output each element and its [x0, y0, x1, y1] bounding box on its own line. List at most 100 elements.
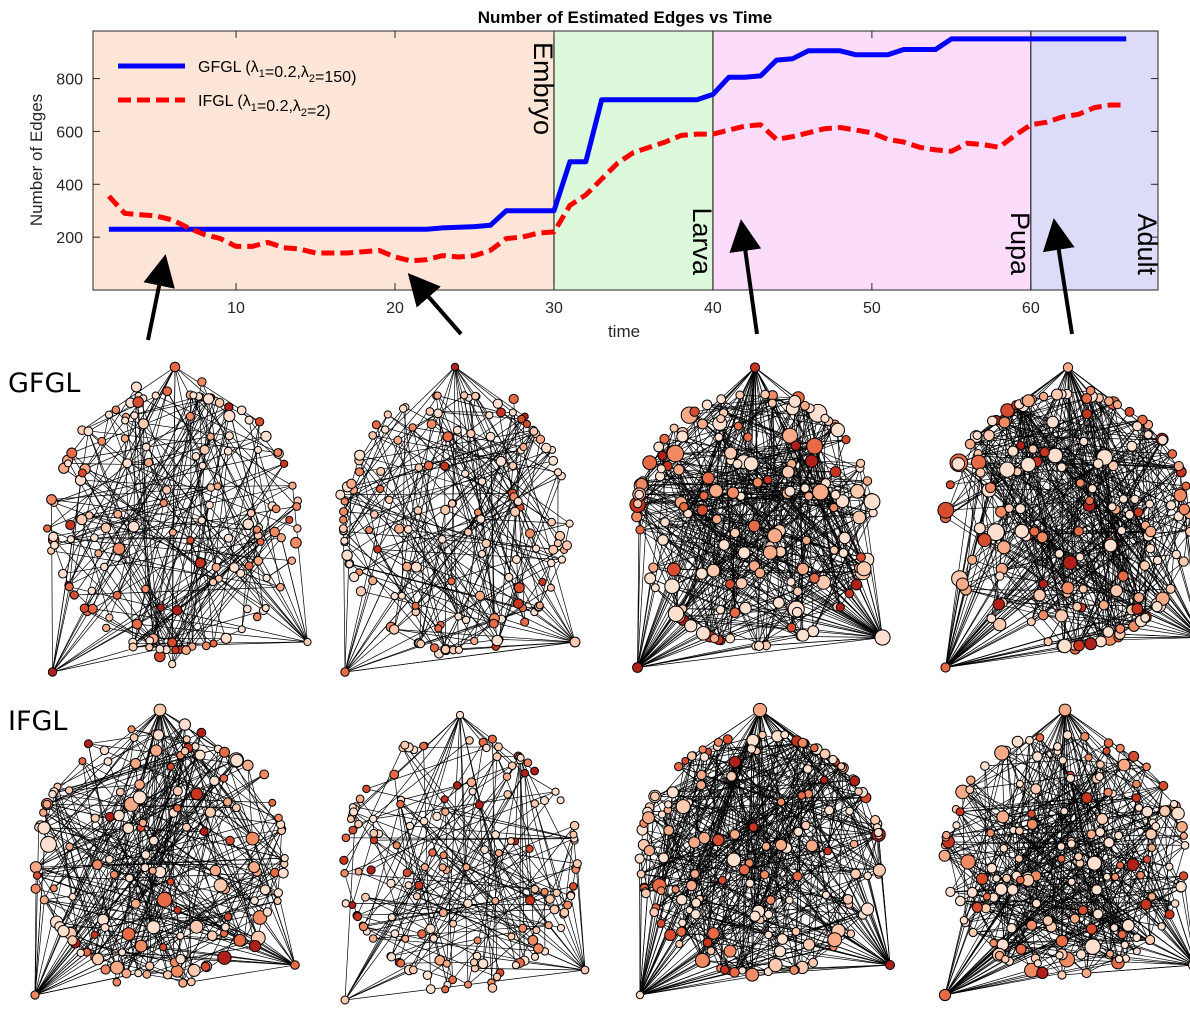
- network-edge: [400, 804, 453, 980]
- network-node: [233, 933, 247, 947]
- network-node: [557, 555, 567, 564]
- network-node: [513, 497, 523, 506]
- network-node: [141, 850, 151, 860]
- network-edge: [691, 766, 842, 886]
- network-node: [820, 775, 829, 785]
- network-node: [229, 562, 240, 573]
- network-edge: [84, 402, 139, 609]
- network-edge: [366, 804, 401, 932]
- network-node: [970, 454, 987, 470]
- network-node: [1132, 933, 1142, 943]
- network-node: [129, 733, 139, 742]
- network-node: [393, 435, 403, 445]
- network-edge: [653, 567, 883, 638]
- y-tick-label: 600: [56, 124, 83, 141]
- network-edge: [639, 939, 835, 996]
- network-node: [182, 822, 191, 832]
- network-node: [1178, 871, 1189, 881]
- network-edge: [344, 395, 438, 541]
- network-edge: [1042, 404, 1118, 616]
- y-tick-label: 800: [56, 72, 83, 89]
- network-node: [450, 362, 460, 372]
- network-node: [559, 907, 570, 918]
- network-node: [402, 868, 412, 878]
- network-node: [863, 493, 881, 511]
- network-edge: [636, 516, 684, 621]
- network-node: [492, 398, 503, 409]
- network-node: [252, 612, 262, 622]
- network-node: [697, 418, 708, 430]
- network-node: [1185, 526, 1190, 537]
- network-edge: [945, 445, 1133, 668]
- network-node: [464, 980, 472, 989]
- network-edge: [51, 499, 53, 673]
- network-node: [1025, 735, 1034, 745]
- network-node: [696, 769, 707, 781]
- network-node: [130, 381, 142, 393]
- network-node: [1067, 877, 1076, 886]
- network-edge: [1035, 788, 1156, 827]
- network-node: [121, 927, 136, 941]
- network-edge: [206, 824, 281, 967]
- network-edge: [944, 962, 1119, 996]
- network-edge: [1107, 401, 1110, 632]
- network-edge: [52, 400, 216, 673]
- network-edge: [969, 443, 1110, 542]
- network-edge: [985, 908, 1063, 976]
- network-node: [368, 934, 378, 943]
- network-edge: [81, 519, 176, 651]
- network-edge: [201, 520, 308, 643]
- network-node: [1145, 543, 1156, 554]
- network-edge: [470, 433, 513, 494]
- network-edge: [88, 733, 155, 745]
- network-node: [422, 970, 433, 981]
- network-node: [122, 458, 133, 469]
- network-node: [723, 944, 737, 958]
- network-node: [1029, 526, 1040, 537]
- network-node: [952, 821, 961, 830]
- network-edge: [233, 760, 286, 859]
- network-node: [230, 753, 244, 768]
- network-node: [440, 644, 451, 655]
- network-node: [675, 939, 684, 949]
- network-node: [547, 517, 556, 527]
- network-node: [937, 501, 955, 519]
- network-node: [968, 927, 978, 938]
- network-edge: [254, 829, 283, 901]
- network-node: [470, 636, 479, 646]
- network-edge: [959, 709, 1066, 813]
- network-node: [1179, 831, 1188, 840]
- network-node: [1145, 499, 1155, 509]
- network-edge: [999, 575, 1117, 592]
- network-node: [754, 640, 765, 652]
- stage-label-pupa: Pupa: [1005, 212, 1035, 276]
- network-node: [1042, 915, 1054, 926]
- network-node: [487, 734, 497, 744]
- network-node: [1103, 538, 1118, 553]
- network-node: [791, 927, 801, 936]
- network-node: [441, 807, 450, 816]
- network-edge: [70, 406, 230, 540]
- network-node: [802, 938, 816, 951]
- network-node: [1027, 809, 1036, 819]
- network-edge: [135, 763, 279, 819]
- network-node: [986, 862, 998, 874]
- network-node: [405, 821, 415, 831]
- network-node: [641, 888, 651, 899]
- network-node: [478, 549, 486, 558]
- stage-label-adult: Adult: [1132, 213, 1162, 275]
- network-node: [830, 422, 845, 438]
- stage-label-embryo: Embryo: [528, 42, 558, 135]
- network-edge: [171, 531, 275, 665]
- network-node: [171, 645, 180, 655]
- network-edge: [94, 811, 211, 958]
- network-node: [491, 896, 500, 905]
- network-node: [951, 457, 966, 471]
- network-node: [186, 536, 195, 545]
- network-edge: [730, 412, 819, 461]
- network-node: [369, 828, 379, 838]
- network-node: [508, 408, 517, 417]
- network-edge: [682, 436, 872, 499]
- network-edge: [797, 831, 799, 877]
- network-node: [735, 577, 748, 590]
